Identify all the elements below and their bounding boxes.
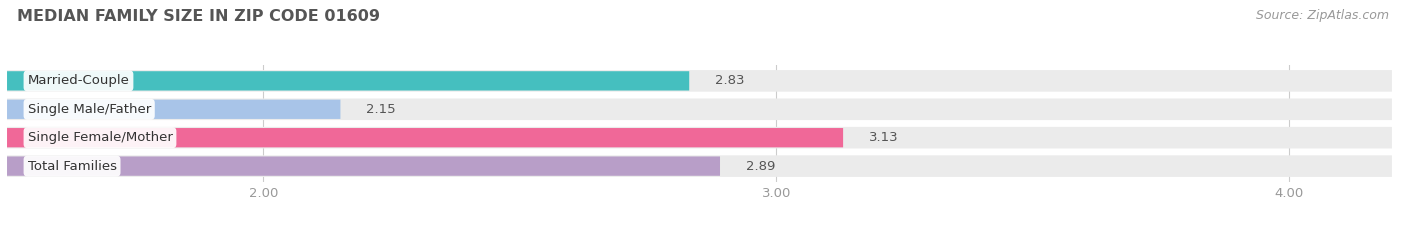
Text: MEDIAN FAMILY SIZE IN ZIP CODE 01609: MEDIAN FAMILY SIZE IN ZIP CODE 01609: [17, 9, 380, 24]
Text: 2.15: 2.15: [366, 103, 395, 116]
FancyBboxPatch shape: [7, 100, 340, 119]
FancyBboxPatch shape: [7, 155, 1392, 177]
Text: Source: ZipAtlas.com: Source: ZipAtlas.com: [1256, 9, 1389, 22]
Text: Single Male/Father: Single Male/Father: [28, 103, 150, 116]
Text: 2.83: 2.83: [714, 74, 744, 87]
Text: 2.89: 2.89: [745, 160, 775, 173]
FancyBboxPatch shape: [7, 71, 689, 91]
FancyBboxPatch shape: [7, 70, 1392, 92]
FancyBboxPatch shape: [7, 156, 720, 176]
Text: Total Families: Total Families: [28, 160, 117, 173]
Text: Single Female/Mother: Single Female/Mother: [28, 131, 173, 144]
FancyBboxPatch shape: [7, 128, 844, 147]
Text: Married-Couple: Married-Couple: [28, 74, 129, 87]
Text: 3.13: 3.13: [869, 131, 898, 144]
FancyBboxPatch shape: [7, 99, 1392, 120]
FancyBboxPatch shape: [7, 127, 1392, 148]
